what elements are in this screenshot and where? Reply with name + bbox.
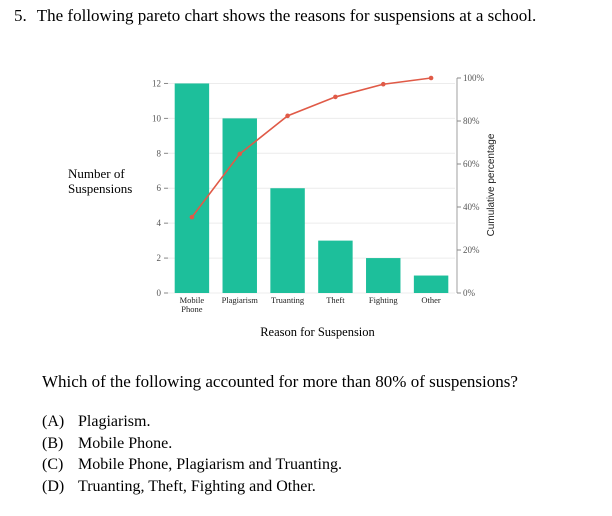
x-tick-label: Other [421, 295, 441, 305]
y2-tick-label: 40% [463, 202, 480, 212]
option-text: Truanting, Theft, Fighting and Other. [78, 477, 316, 495]
answer-options: (A) Plagiarism. (B) Mobile Phone. (C) Mobil… [42, 413, 342, 499]
cumulative-point [237, 151, 243, 157]
bar [366, 258, 401, 293]
bar [222, 118, 257, 293]
y-tick-label: 12 [152, 78, 161, 88]
y-axis-label-line: Number of [68, 166, 125, 181]
bar [174, 83, 210, 293]
x-tick-label: Truanting [271, 295, 305, 305]
y-axis-label: Number of Suspensions [68, 166, 132, 196]
option-text: Mobile Phone, Plagiarism and Truanting. [78, 456, 342, 473]
y2-tick-label: 100% [463, 73, 485, 83]
x-tick-label: Fighting [369, 295, 399, 305]
option-letter: (A) [42, 413, 65, 430]
question-prompt: Which of the following accounted for mor… [42, 372, 518, 391]
x-tick-label: Mobile [180, 295, 205, 305]
y-tick-label: 10 [152, 113, 162, 123]
option-a[interactable]: (A) Plagiarism. [42, 413, 342, 435]
option-letter: (B) [42, 434, 64, 452]
y-tick-label: 6 [157, 183, 162, 193]
y2-tick-label: 0% [463, 288, 476, 298]
cumulative-point [285, 113, 290, 119]
option-text: Plagiarism. [78, 413, 151, 430]
option-letter: (D) [42, 477, 65, 495]
question-stem-text: The following pareto chart shows the rea… [36, 6, 537, 25]
option-d[interactable]: (D) Truanting, Theft, Fighting and Other. [42, 478, 342, 500]
bar [318, 240, 353, 293]
x-axis-label: Reason for Suspension [260, 325, 375, 339]
y-tick-label: 8 [157, 148, 162, 158]
option-b[interactable]: (B) Mobile Phone. [42, 435, 342, 457]
y2-tick-label: 20% [463, 245, 480, 255]
cumulative-line [191, 77, 432, 218]
y-axis-label-line: Suspensions [68, 181, 133, 196]
cumulative-point [189, 214, 195, 220]
x-tick-label: Plagiarism [222, 295, 259, 305]
x-tick-label: Theft [326, 295, 345, 305]
option-c[interactable]: (C) Mobile Phone, Plagiarism and Truantin… [42, 456, 342, 478]
cumulative-point [380, 81, 386, 87]
question-number: 5. [14, 6, 27, 25]
option-text: Mobile Phone. [78, 434, 173, 452]
option-letter: (C) [42, 456, 64, 473]
question-stem: 5. The following pareto chart shows the r… [14, 6, 536, 26]
bar [413, 275, 449, 293]
y-tick-label: 0 [157, 288, 162, 298]
cumulative-point [428, 75, 434, 81]
y2-tick-label: 60% [463, 159, 480, 169]
cumulative-point [333, 94, 338, 100]
x-tick-label: Phone [181, 304, 202, 314]
bar [270, 188, 305, 293]
y2-axis-label: Cumulative percentage [486, 133, 497, 236]
y-tick-label: 4 [157, 218, 162, 228]
y2-tick-label: 80% [463, 116, 480, 126]
y-tick-label: 2 [157, 253, 162, 263]
